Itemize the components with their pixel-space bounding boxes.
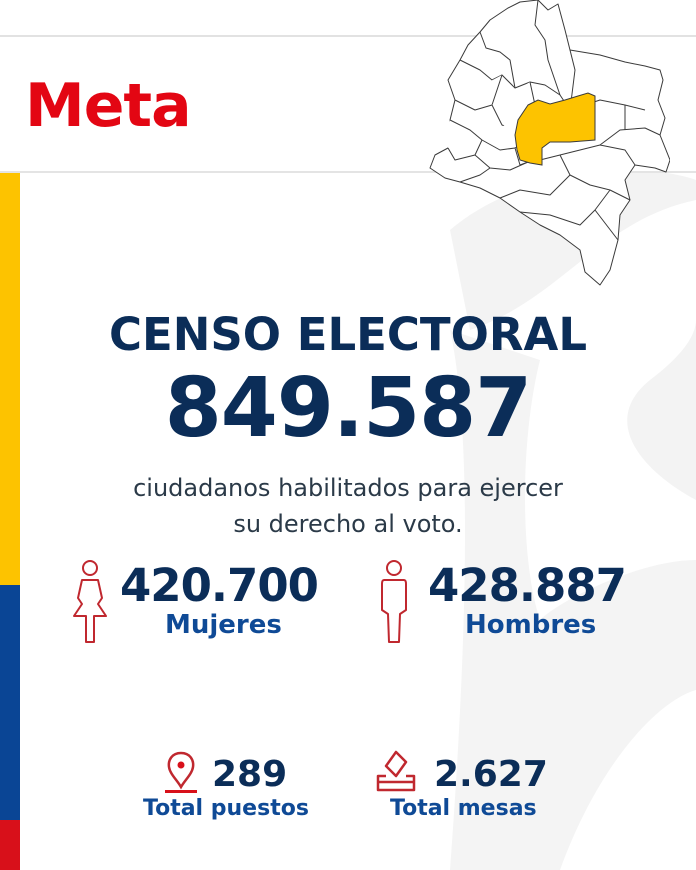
female-person-icon <box>73 560 107 643</box>
puestos-label: Total puestos <box>143 796 309 821</box>
region-title: Meta <box>25 71 192 141</box>
ballot-box-icon <box>376 750 416 792</box>
puestos-count: 289 <box>212 754 288 795</box>
census-description-line-2: su derecho al voto. <box>233 510 463 538</box>
flag-stripe-yellow <box>0 173 20 585</box>
mesas-count: 2.627 <box>434 754 548 795</box>
colombia-map-icon <box>429 0 670 286</box>
flag-stripe-red <box>0 820 20 870</box>
men-label: Hombres <box>465 610 597 640</box>
meta-department-highlight <box>514 92 596 166</box>
men-count: 428.887 <box>428 559 627 612</box>
census-description-line-1: ciudadanos habilitados para ejercer <box>133 474 563 502</box>
census-total-value: 849.587 <box>164 361 532 456</box>
mesas-label: Total mesas <box>390 796 537 821</box>
census-description: ciudadanos habilitados para ejercer su d… <box>0 470 696 542</box>
flag-stripe-blue <box>0 585 20 820</box>
census-title: CENSO ELECTORAL <box>108 308 588 361</box>
location-pin-icon <box>165 751 197 793</box>
male-person-icon <box>381 560 407 643</box>
women-label: Mujeres <box>165 610 282 640</box>
women-count: 420.700 <box>120 559 319 612</box>
